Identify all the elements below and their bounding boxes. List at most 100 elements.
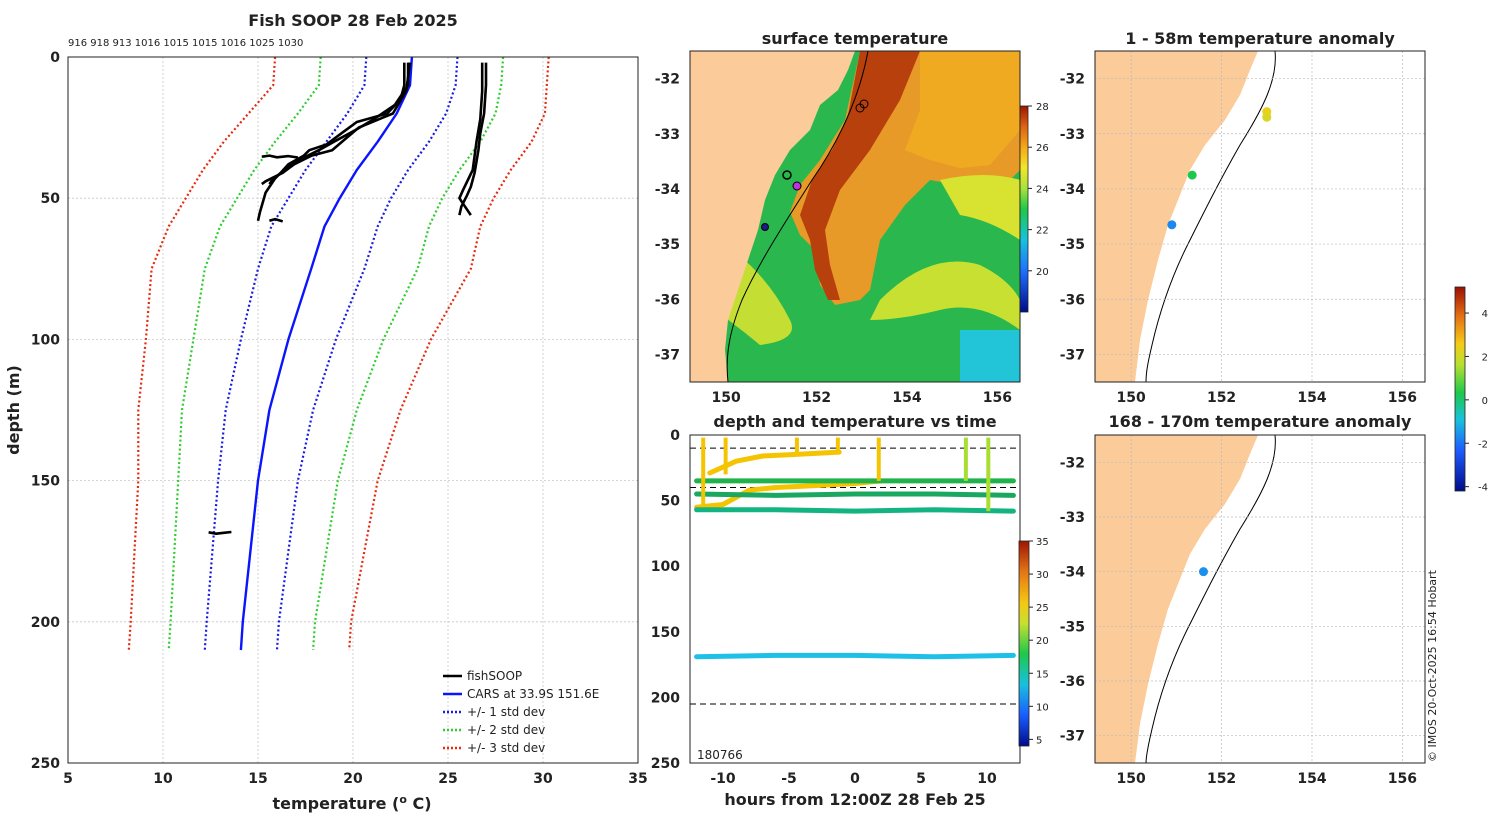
x-tick-label: 10 xyxy=(153,771,173,787)
anomaly-deep-panel: 168 - 170m temperature anomaly 150 152 154… xyxy=(1060,412,1426,787)
lat-tick-label: -33 xyxy=(655,127,680,143)
colorbar-tick-label: 10 xyxy=(1036,702,1049,713)
sst-colorbar-ticks: 20 22 24 26 28 xyxy=(1028,102,1049,278)
std3-low-line xyxy=(127,57,277,651)
anomaly-deep-title: 168 - 170m temperature anomaly xyxy=(1109,412,1412,431)
y-tick-label: 200 xyxy=(651,690,680,706)
time-xlabel: hours from 12:00Z 28 Feb 25 xyxy=(724,790,985,809)
fishsoop-profile xyxy=(256,62,410,222)
legend-std1: +/- 1 std dev xyxy=(467,705,545,719)
sst-map xyxy=(690,51,1020,382)
y-tick-label: 250 xyxy=(31,756,60,772)
profile-top-labels: 916 918 913 1016 1015 1015 1016 1025 103… xyxy=(68,38,303,49)
y-tick-label: 50 xyxy=(661,494,681,510)
anomaly-shallow-title: 1 - 58m temperature anomaly xyxy=(1125,29,1395,48)
sst-panel: surface temperature 150 152 154 156 -32 -33 -3… xyxy=(655,29,1049,406)
profile-legend: fishSOOP CARS at 33.9S 151.6E +/- 1 std … xyxy=(443,669,599,755)
profile-xlabel: temperature (o C) xyxy=(272,793,431,813)
x-tick-label: 25 xyxy=(438,771,457,787)
x-tick-label: 30 xyxy=(533,771,553,787)
std3-high-line xyxy=(348,57,550,651)
colorbar-tick-label: 0 xyxy=(1482,396,1488,407)
y-tick-label: 0 xyxy=(670,428,680,444)
lat-tick-label: -37 xyxy=(655,347,680,363)
time-title: depth and temperature vs time xyxy=(713,412,996,431)
lat-tick-label: -37 xyxy=(1060,729,1085,745)
x-tick-label: -10 xyxy=(710,771,736,787)
colorbar-tick-label: 30 xyxy=(1036,570,1049,581)
colorbar-tick-label: 2 xyxy=(1482,352,1488,363)
lon-tick-label: 150 xyxy=(1117,771,1146,787)
cars-mean-line xyxy=(239,57,414,651)
y-tick-label: 150 xyxy=(31,474,60,490)
sst-cool-patch xyxy=(960,330,1020,382)
y-tick-label: 0 xyxy=(50,50,60,66)
legend-std2: +/- 2 std dev xyxy=(467,723,545,737)
colorbar-tick-label: 25 xyxy=(1036,603,1049,614)
profile-axes-box xyxy=(67,56,639,764)
legend-std3: +/- 3 std dev xyxy=(467,741,545,755)
anomaly-deep-ticks: 150 152 154 156 -32 -33 -34 -35 -36 -37 xyxy=(1060,455,1417,787)
anomaly-deep-land xyxy=(1095,435,1258,763)
sst-hot-core xyxy=(800,51,920,300)
anomaly-point xyxy=(1198,567,1208,577)
colorbar-tick-label: 15 xyxy=(1036,669,1049,680)
fishsoop-profile xyxy=(261,154,299,159)
anomaly-shallow-points xyxy=(1167,107,1272,230)
lat-tick-label: -33 xyxy=(1060,510,1085,526)
time-series xyxy=(690,437,1020,705)
anomaly-shallow-land xyxy=(1095,51,1258,382)
colorbar-tick-label: 20 xyxy=(1036,267,1049,278)
fishsoop-profile xyxy=(458,62,488,216)
std2-low-line xyxy=(167,57,322,651)
lon-tick-label: 150 xyxy=(712,390,741,406)
anomaly-shallow-axes-box xyxy=(1094,50,1426,383)
y-tick-label: 50 xyxy=(41,191,61,207)
anomaly-deep-contour xyxy=(1145,435,1276,763)
colorbar-tick-label: 24 xyxy=(1036,184,1049,195)
fishsoop-profile xyxy=(458,62,484,216)
time-track-yellow-track-b xyxy=(707,449,842,476)
lon-tick-label: 156 xyxy=(1388,390,1417,406)
x-tick-label: 10 xyxy=(977,771,997,787)
anomaly-point xyxy=(1262,112,1272,122)
lon-tick-label: 152 xyxy=(1207,390,1236,406)
x-tick-label: 5 xyxy=(916,771,926,787)
profile-panel: Fish SOOP 28 Feb 2025 916 918 913 1016 1… xyxy=(4,11,648,813)
colorbar-tick-label: 28 xyxy=(1036,102,1049,113)
lat-tick-label: -32 xyxy=(1060,455,1085,471)
time-colorbar-ticks: 5 10 15 20 25 30 35 xyxy=(1029,537,1049,746)
y-tick-label: 250 xyxy=(651,756,680,772)
colorbar-tick-label: 4 xyxy=(1482,309,1488,320)
y-tick-label: 100 xyxy=(31,332,60,348)
profile-series xyxy=(127,57,550,651)
sst-shelf-contour xyxy=(726,51,869,382)
colorbar-tick-label: -2 xyxy=(1478,439,1488,450)
lon-tick-label: 156 xyxy=(983,390,1012,406)
lat-tick-label: -33 xyxy=(1060,127,1085,143)
anomaly-shallow-panel: 1 - 58m temperature anomaly 150 152 154 156… xyxy=(1060,29,1426,406)
time-track-green-track-b xyxy=(694,491,1016,498)
time-panel: depth and temperature vs time -10 -5 0 5 10 0… xyxy=(651,412,1049,809)
colorbar-tick-label: -4 xyxy=(1478,483,1488,494)
time-track-cyan-track xyxy=(694,652,1016,660)
sst-title: surface temperature xyxy=(762,29,949,48)
sst-eddy-band xyxy=(870,261,1020,330)
legend-cars: CARS at 33.9S 151.6E xyxy=(467,687,599,701)
profile-ylabel: depth (m) xyxy=(4,365,23,455)
anomaly-deep-points xyxy=(1198,567,1208,577)
profile-grid xyxy=(67,56,639,764)
anomaly-shallow-map xyxy=(1095,51,1425,382)
y-tick-label: 150 xyxy=(651,625,680,641)
lat-tick-label: -34 xyxy=(655,182,681,198)
x-tick-label: 0 xyxy=(850,771,860,787)
lon-tick-label: 150 xyxy=(1117,390,1146,406)
x-tick-label: 15 xyxy=(248,771,267,787)
sst-station-marker xyxy=(782,170,792,180)
anomaly-point xyxy=(1167,220,1177,230)
x-tick-label: -5 xyxy=(781,771,797,787)
lat-tick-label: -35 xyxy=(1060,619,1085,635)
fishsoop-profile xyxy=(208,530,232,536)
